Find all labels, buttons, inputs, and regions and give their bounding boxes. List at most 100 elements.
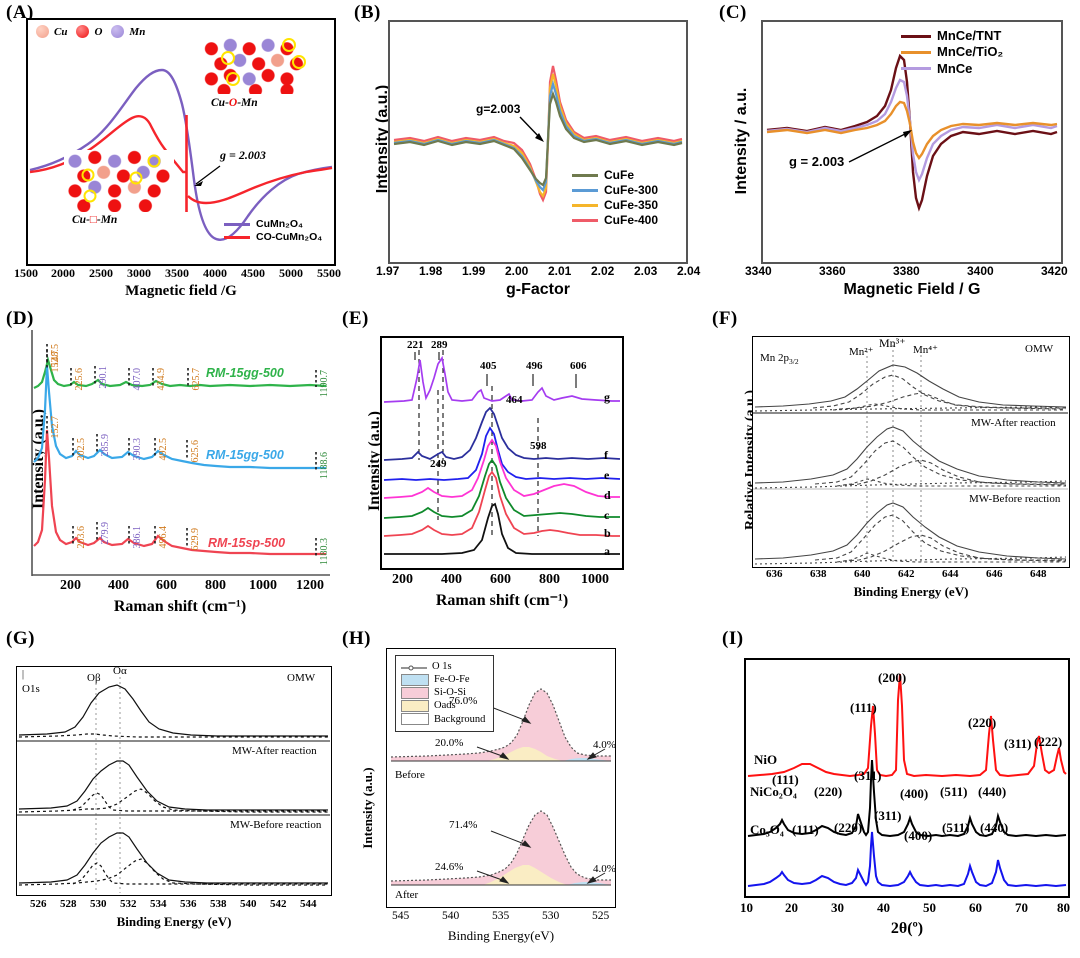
xtick-h-4: 525 <box>592 910 610 922</box>
panel-b-legend-row-0: CuFe <box>572 168 658 183</box>
panel-d-plot: 148.5 225.6 290.1 407.0 434.9 625.7 1190… <box>30 330 330 576</box>
peak-label-e-598: 598 <box>530 440 547 452</box>
plane-nio-222: (222) <box>1034 734 1063 749</box>
panel-f-orbital-label: Mn 2p3/2 <box>760 352 799 366</box>
xtick-g-4: 534 <box>150 898 167 910</box>
xtick-d-3: 800 <box>205 578 226 593</box>
series-co-cumn2o4-right <box>187 166 333 205</box>
panel-a-legend-row-0: CuMn₂O₄ <box>224 218 322 231</box>
trace-e-g <box>383 355 620 403</box>
panel-d-xlabel: Raman shift (cm⁻¹) <box>113 598 247 615</box>
inset-bottom-mn: -Mn <box>96 214 118 226</box>
panel-f-mwafter-curves <box>754 426 1067 489</box>
panel-h-plot: O 1s Fe-O-Fe Si-O-Si Oads Background 76.… <box>386 648 616 908</box>
panel-e-label: (E) <box>342 308 369 329</box>
spectrum-name-before: Before <box>395 769 425 781</box>
trace-letter-e-d: d <box>604 488 611 502</box>
xtick-f-2: 640 <box>854 568 871 580</box>
legend-swatch-cumn2o4 <box>224 223 250 227</box>
xtick-f-6: 648 <box>1030 568 1047 580</box>
panel-d-green-markers <box>46 344 317 387</box>
legend-swatch-background <box>401 713 429 726</box>
peak-label-b0: 152.7 <box>50 350 61 373</box>
xtick-i-1: 20 <box>785 900 798 915</box>
panel-c-label: (C) <box>719 2 747 23</box>
panel-a-xlabel: Magnetic field /G <box>125 283 237 299</box>
panel-e-plot: 221 289 405 496 606 464 249 598 g f e d … <box>380 336 624 570</box>
panel-a-atom-legend: Cu O Mn <box>36 25 145 38</box>
trace-i-nio <box>747 673 1067 778</box>
xtick-i-6: 70 <box>1015 900 1028 915</box>
inset-top-cu: Cu- <box>211 97 229 109</box>
legend-label-cufe350: CuFe-350 <box>604 198 659 212</box>
plane-nico-220: (220) <box>814 784 843 799</box>
peak-label-r1: 203.6 <box>76 526 87 549</box>
xtick-g-5: 536 <box>180 898 197 910</box>
xtick-a-5: 4000 <box>203 266 227 280</box>
xtick-b-0: 1.97 <box>376 264 400 278</box>
trace-letter-e-b: b <box>604 526 611 540</box>
xtick-b-1: 1.98 <box>419 264 443 278</box>
plane-co3o4-511: (511) <box>942 820 970 835</box>
panel-a-inset-bottom <box>64 150 174 212</box>
panel-e-xlabel: Raman shift (cm⁻¹) <box>435 592 569 609</box>
legend-swatch-mnce-tnt <box>901 34 931 38</box>
peak-label-e-606: 606 <box>570 360 587 372</box>
panel-e: (E) Intensity (a.u.) <box>340 300 630 609</box>
panel-d-red-markers <box>46 416 317 556</box>
panel-c-legend: MnCe/TNT MnCe/TiO₂ MnCe <box>901 28 1003 77</box>
xtick-b-5: 2.02 <box>591 264 615 278</box>
panel-i-label: (I) <box>722 628 744 649</box>
inset-top-highlights <box>221 38 306 86</box>
xtick-g-7: 540 <box>240 898 257 910</box>
atom-legend-mn: Mn <box>129 25 146 38</box>
atom-legend-o: O <box>94 25 103 38</box>
percent-before-si: 76.0% <box>449 695 478 707</box>
xtick-b-4: 2.01 <box>548 264 572 278</box>
peak-label-b2: 285.9 <box>100 434 111 457</box>
panel-a-arrow-head <box>194 181 203 186</box>
peak-label-r3: 386.1 <box>132 526 143 549</box>
peak-label-e-221: 221 <box>407 339 424 351</box>
xtick-g-8: 542 <box>270 898 287 910</box>
plane-nico-311: (311) <box>854 768 882 783</box>
xtick-c-1: 3360 <box>819 264 846 278</box>
panel-c-plot: g = 2.003 MnCe/TNT MnCe/TiO₂ MnCe <box>761 20 1063 264</box>
panel-i: (I) Intensity (a.u) (111) (200) (220) (3… <box>610 600 1080 958</box>
peak-label-e-289: 289 <box>431 339 448 351</box>
panel-a-legend: CuMn₂O₄ CO-CuMn₂O₄ <box>224 218 322 244</box>
xtick-g-2: 530 <box>90 898 107 910</box>
panel-a-legend-row-1: CO-CuMn₂O₄ <box>224 231 322 244</box>
panel-f-subplot-0: OMW <box>1025 343 1054 355</box>
panel-g-plot: | O1s Oβ Oα OMW MW-After reaction MW-Bef… <box>16 665 332 896</box>
plane-co3o4-311: (311) <box>874 808 902 823</box>
panel-h-xlabel: Binding Energy(eV) <box>447 928 555 943</box>
xtick-g-9: 544 <box>300 898 317 910</box>
panel-h-legend-row-1: Fe-O-Fe <box>401 673 485 686</box>
plane-co3o4-440: (440) <box>980 820 1009 835</box>
panel-b-legend: CuFe CuFe-300 CuFe-350 CuFe-400 <box>572 168 658 228</box>
xtick-e-2: 600 <box>490 572 511 587</box>
xtick-a-6: 4500 <box>241 266 265 280</box>
panel-b: (B) Intensity (a.u.) g=2.003 CuFe CuFe-3… <box>350 0 705 300</box>
trace-name-i-nico2o4: NiCo₂O₄ <box>750 784 797 799</box>
plane-nio-111: (111) <box>850 700 877 715</box>
panel-d-svg <box>31 330 330 576</box>
panel-g-label: (G) <box>6 628 35 649</box>
trace-name-d-1: RM-15gg-500 <box>206 448 284 462</box>
panel-a-inset-top <box>203 36 308 94</box>
legend-label-mnce-tnt: MnCe/TNT <box>937 28 1002 43</box>
xtick-i-2: 30 <box>831 900 844 915</box>
cu-atom-icon <box>36 25 49 38</box>
xtick-a-2: 2500 <box>89 266 113 280</box>
trace-e-f <box>383 406 621 461</box>
peak-label-r4: 496.4 <box>158 526 169 549</box>
legend-swatch-cufe400 <box>572 219 598 222</box>
xtick-i-3: 40 <box>877 900 890 915</box>
panel-c-legend-row-0: MnCe/TNT <box>901 28 1003 44</box>
xtick-c-2: 3380 <box>893 264 920 278</box>
trace-name-d-2: RM-15sp-500 <box>208 536 286 550</box>
panel-d-blue-markers <box>46 350 317 470</box>
plane-nico-111: (111) <box>772 772 799 787</box>
trace-letter-e-f: f <box>604 448 608 462</box>
